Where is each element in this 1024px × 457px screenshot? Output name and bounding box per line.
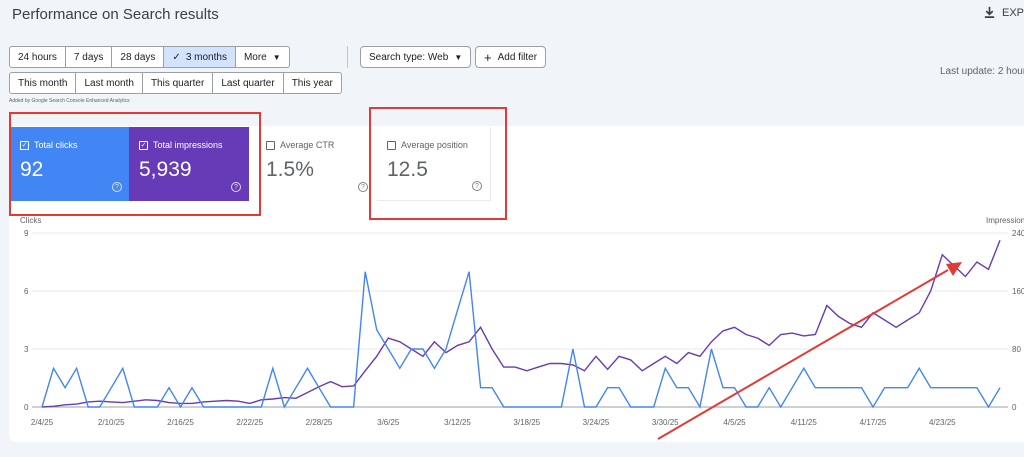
help-icon[interactable]: ?	[112, 182, 122, 192]
add-filter-button[interactable]: + Add filter	[475, 46, 547, 68]
x-tick-label: 2/10/25	[98, 418, 125, 427]
impressions-line	[41, 240, 1001, 408]
metric-value-impressions: 5,939	[139, 158, 192, 181]
chip-last-month[interactable]: Last month	[76, 72, 143, 94]
trend-arrow	[657, 269, 949, 440]
y-tick-left: 0	[24, 403, 29, 412]
x-tick-label: 2/28/25	[306, 418, 333, 427]
x-tick-label: 3/6/25	[377, 418, 400, 427]
highlight-box-average-position	[369, 107, 507, 220]
y-tick-right: 160	[1012, 287, 1024, 296]
metric-card-position[interactable]: Average position 12.5 ?	[377, 127, 491, 201]
date-range-chips: 24 hours 7 days 28 days ✓ 3 months More ▼	[9, 46, 290, 68]
download-icon	[984, 6, 995, 18]
metric-value-ctr: 1.5%	[266, 158, 314, 181]
export-label: EXP	[1001, 6, 1024, 19]
y-tick-left: 9	[24, 229, 29, 238]
x-tick-label: 3/30/25	[652, 418, 679, 427]
metric-value-clicks: 92	[20, 158, 44, 181]
y-axis-label-right: Impressions	[986, 216, 1024, 225]
highlight-box-selected-metrics	[9, 112, 261, 216]
metric-value-position: 12.5	[387, 158, 428, 181]
chip-last-quarter[interactable]: Last quarter	[213, 72, 284, 94]
y-tick-right: 240	[1012, 229, 1024, 238]
x-tick-label: 3/24/25	[583, 418, 610, 427]
y-tick-left: 3	[24, 345, 29, 354]
caret-down-icon: ▼	[454, 52, 463, 62]
x-tick-label: 4/11/25	[791, 418, 818, 427]
x-tick-label: 4/17/25	[860, 418, 887, 427]
y-axis-label-left: Clicks	[20, 216, 41, 225]
metric-card-impressions[interactable]: ✓ Total impressions 5,939 ?	[129, 127, 249, 201]
metric-card-clicks[interactable]: ✓ Total clicks 92 ?	[10, 127, 130, 201]
checkbox-checked-icon[interactable]: ✓	[20, 140, 29, 150]
chip-this-year[interactable]: This year	[283, 72, 342, 94]
chip-28-days[interactable]: 28 days	[112, 46, 165, 68]
clicks-line	[41, 271, 1001, 409]
check-icon: ✓	[172, 51, 181, 63]
period-chips: This month Last month This quarter Last …	[9, 72, 342, 94]
toolbar-divider	[347, 46, 348, 68]
added-by-note: Added by Google Search Console Enhanced …	[9, 98, 130, 104]
x-tick-label: 2/22/25	[236, 418, 263, 427]
chip-3-months[interactable]: ✓ 3 months	[164, 46, 236, 68]
x-tick-label: 4/23/25	[929, 418, 956, 427]
x-tick-label: 3/18/25	[513, 418, 540, 427]
y-tick-left: 6	[24, 287, 29, 296]
chip-more[interactable]: More ▼	[235, 46, 290, 68]
metric-card-ctr[interactable]: Average CTR 1.5% ?	[256, 127, 376, 201]
checkbox-unchecked-icon[interactable]	[387, 140, 396, 150]
x-tick-label: 2/4/25	[31, 418, 54, 427]
export-button[interactable]: EXP	[983, 6, 1024, 19]
y-tick-right: 80	[1012, 345, 1021, 354]
x-tick-label: 2/16/25	[167, 418, 194, 427]
trend-arrow-head	[946, 262, 962, 276]
caret-down-icon: ▼	[272, 52, 281, 62]
help-icon[interactable]: ?	[472, 181, 482, 191]
y-tick-right: 0	[1012, 403, 1017, 412]
chip-24-hours[interactable]: 24 hours	[9, 46, 66, 68]
page-title: Performance on Search results	[12, 6, 219, 23]
x-tick-label: 3/12/25	[444, 418, 471, 427]
last-update-text: Last update: 2 hours	[940, 66, 1024, 77]
help-icon[interactable]: ?	[358, 182, 368, 192]
plus-icon: +	[484, 49, 492, 65]
chip-this-quarter[interactable]: This quarter	[142, 72, 214, 94]
search-type-dropdown[interactable]: Search type: Web ▼	[360, 46, 472, 68]
x-tick-label: 4/5/25	[723, 418, 746, 427]
checkbox-unchecked-icon[interactable]	[266, 140, 275, 150]
chip-7-days[interactable]: 7 days	[65, 46, 113, 68]
help-icon[interactable]: ?	[231, 182, 241, 192]
chip-this-month[interactable]: This month	[9, 72, 77, 94]
checkbox-checked-icon[interactable]: ✓	[139, 140, 148, 150]
